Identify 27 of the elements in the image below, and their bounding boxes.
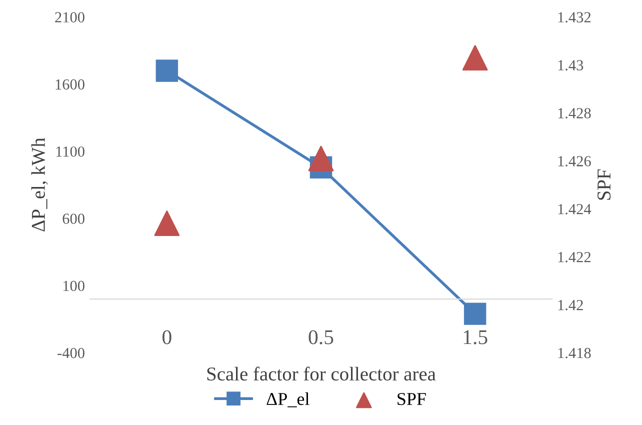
y2-tick-label: 1.422 bbox=[558, 252, 591, 262]
y-tick-label: 1600 bbox=[56, 79, 84, 90]
y-axis-title: ΔP_el, kWh bbox=[31, 138, 48, 232]
y-tick-label: 100 bbox=[63, 280, 84, 292]
y2-tick-label: 1.418 bbox=[558, 348, 591, 358]
x-tick-label: 0 bbox=[162, 330, 172, 344]
point bbox=[462, 45, 488, 70]
y2-tick-label: 1.426 bbox=[558, 156, 591, 166]
y2-tick-label: 1.42 bbox=[558, 300, 583, 310]
point bbox=[156, 60, 178, 82]
y-tick-label: 1100 bbox=[56, 146, 84, 157]
y-tick-label: -400 bbox=[58, 348, 84, 358]
point bbox=[308, 146, 334, 172]
x-axis-title: Scale factor for collector area bbox=[207, 366, 436, 381]
y2-tick-label: 1.432 bbox=[558, 12, 591, 23]
y-tick-label: 600 bbox=[62, 214, 84, 224]
x-tick-label: 0.5 bbox=[308, 330, 334, 344]
y2-tick-label: 1.43 bbox=[558, 60, 584, 70]
y-tick-label: 2100 bbox=[55, 12, 84, 22]
legend-label: ΔP_el bbox=[266, 392, 310, 408]
point bbox=[464, 302, 486, 325]
y2-tick-label: 1.428 bbox=[558, 108, 591, 118]
y2-axis-title: SPF bbox=[598, 169, 611, 200]
legend-label: SPF bbox=[398, 392, 426, 406]
y2-tick-label: 1.424 bbox=[558, 204, 592, 214]
point bbox=[154, 210, 180, 236]
x-tick-label: 1.5 bbox=[464, 330, 488, 344]
